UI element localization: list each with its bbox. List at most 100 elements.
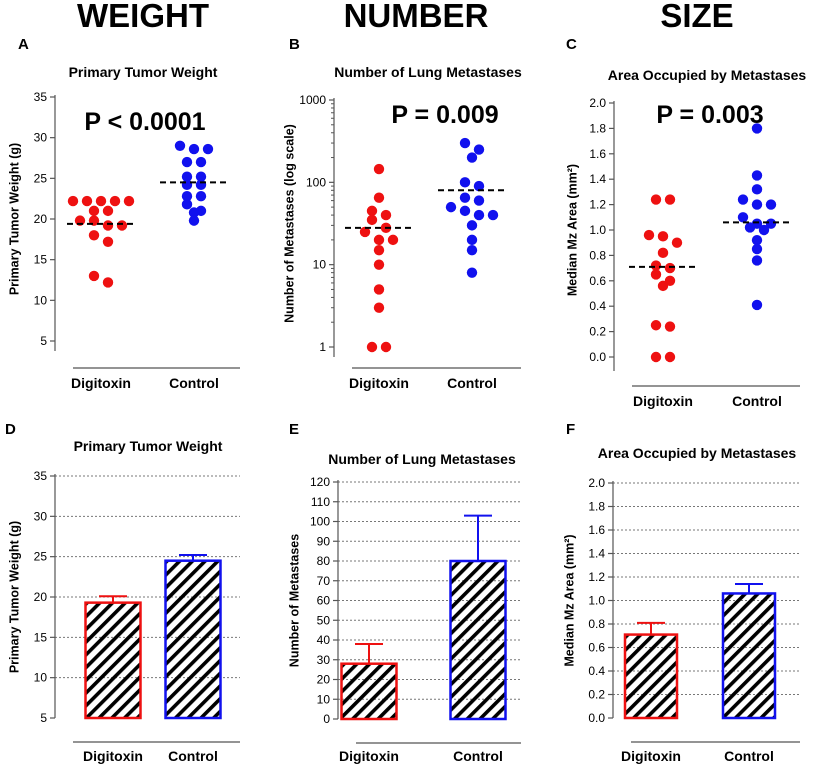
data-point [102,220,114,231]
y-tick-label: 10 [34,293,48,307]
data-point [202,143,214,155]
data-point [751,199,763,210]
x-category-label: Digitoxin [349,375,409,391]
data-point [188,215,200,226]
data-point [366,205,378,217]
y-axis-label: Primary Tumor Weight (g) [7,521,21,673]
y-tick-label: 30 [317,653,331,667]
data-point [459,137,471,149]
y-tick-label: 15 [34,630,48,644]
data-point [744,222,756,233]
y-tick-label: 1.8 [589,121,606,135]
data-point [67,195,79,207]
x-category-label: Control [447,375,497,391]
data-point [459,177,471,188]
p-value: P = 0.009 [391,101,498,129]
data-point [181,171,193,182]
data-point [751,184,763,195]
y-tick-label: 60 [317,594,331,608]
data-point [664,194,676,205]
data-point [487,209,499,221]
y-axis-label: Number of Metastases [287,534,301,667]
y-tick-label: 0.6 [588,641,605,655]
panel-title: Area Occupied by Metastases [608,67,807,83]
panel-title: Number of Lung Metastases [334,64,522,80]
data-point [181,191,193,202]
panel-letter: B [289,36,300,53]
x-category-label: Control [732,393,782,409]
data-point [643,229,655,241]
x-category-label: Control [453,748,503,764]
panel-title: Primary Tumor Weight [69,64,218,80]
data-point [123,195,135,207]
panel-d: D Primary Tumor Weight Primary Tumor Weigh… [5,421,240,764]
y-tick-label: 35 [34,90,48,104]
data-point [102,277,114,288]
data-point [737,194,749,205]
data-point [445,201,457,213]
y-tick-label: 0.2 [588,688,605,702]
data-point [95,195,107,207]
y-tick-label: 15 [34,253,48,267]
heading-number: NUMBER [344,0,489,34]
panel-title: Area Occupied by Metastases [598,445,797,461]
data-point [81,195,93,207]
data-point [650,351,662,363]
y-tick-label: 1.4 [589,172,606,186]
y-tick-label: 20 [34,590,48,604]
y-tick-label: 1000 [299,93,326,107]
p-value: P = 0.003 [656,101,763,129]
x-category-label: Digitoxin [621,748,681,764]
y-tick-label: 0.4 [589,299,606,313]
data-point [466,220,478,231]
data-point [466,234,478,246]
data-point [758,224,770,236]
data-point [473,195,485,206]
y-tick-label: 120 [310,475,330,489]
data-point [671,237,683,248]
data-point [373,163,385,175]
y-tick-label: 1.4 [588,547,605,561]
data-point [664,321,676,332]
data-point [188,207,200,218]
panel-letter: C [566,36,577,53]
data-point [657,280,669,292]
data-point [359,226,371,238]
y-tick-label: 35 [34,469,48,483]
y-tick-label: 90 [317,534,331,548]
panel-f: F Area Occupied by Metastases Median Mz Ar… [562,421,800,764]
data-point [664,262,676,274]
data-point [751,234,763,246]
data-point [88,270,100,282]
y-tick-label: 30 [34,509,48,523]
data-point [366,214,378,226]
y-tick-label: 0.8 [589,248,606,262]
y-tick-label: 2.0 [588,476,605,490]
x-category-label: Control [169,375,219,391]
data-point [380,209,392,221]
y-axis-label: Number of Metastases (log scale) [282,124,296,323]
bar-control [721,592,777,720]
data-point [366,341,378,353]
data-point [459,192,471,203]
data-point [181,179,193,191]
data-point [650,269,662,280]
y-tick-label: 0.6 [589,274,606,288]
data-point [751,299,763,311]
bar-control [449,559,507,721]
data-point [181,199,193,210]
y-tick-label: 1.8 [588,500,605,514]
data-point [373,302,385,313]
y-tick-label: 50 [317,613,331,627]
x-category-label: Digitoxin [71,375,131,391]
y-tick-label: 100 [310,515,330,529]
y-tick-label: 5 [40,711,47,725]
y-tick-label: 70 [317,574,331,588]
bar-control [164,559,222,720]
data-point [751,255,763,266]
data-point [387,234,399,246]
data-point [88,205,100,217]
data-point [657,231,669,242]
data-point [195,171,207,182]
